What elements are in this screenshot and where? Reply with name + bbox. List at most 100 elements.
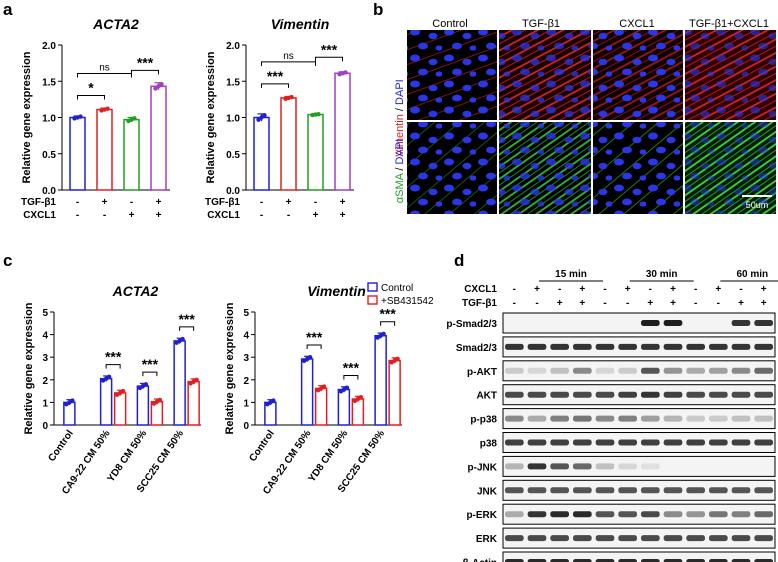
y-tick-label: 4 bbox=[42, 331, 48, 342]
blot-band bbox=[550, 439, 569, 446]
blot-band bbox=[754, 487, 773, 494]
blot-band bbox=[641, 391, 660, 398]
row-sign: - bbox=[260, 210, 263, 221]
blot-band bbox=[573, 487, 592, 494]
y-tick-label: 1.5 bbox=[42, 77, 56, 88]
blot-band bbox=[641, 343, 660, 350]
sig-1-bracket bbox=[105, 364, 121, 369]
blot-band bbox=[505, 391, 524, 398]
row-label-asma-dapi: αSMA / DAPI bbox=[394, 139, 406, 203]
y-tick-label: 1.0 bbox=[42, 114, 56, 125]
x-tick-label: Control bbox=[46, 428, 76, 464]
sig-2-3-bracket bbox=[315, 56, 343, 62]
blot-band bbox=[663, 511, 683, 518]
blot-band bbox=[573, 559, 592, 562]
blot-band bbox=[505, 535, 524, 542]
treatment-sign: + bbox=[579, 284, 585, 295]
bar bbox=[307, 113, 324, 191]
sig-0-1-label: *** bbox=[267, 68, 284, 84]
blot-band bbox=[595, 559, 615, 562]
blot-band bbox=[731, 343, 751, 350]
blot-band bbox=[505, 487, 524, 494]
blot-band bbox=[550, 415, 569, 422]
micrograph-asma-cxcl1 bbox=[593, 122, 683, 214]
chart-title: Vimentin bbox=[271, 16, 330, 32]
blot-band bbox=[731, 320, 751, 326]
blot-band bbox=[595, 439, 615, 446]
data-point bbox=[343, 70, 348, 75]
blot-band bbox=[663, 535, 683, 542]
time-label: 30 min bbox=[646, 269, 678, 280]
micrograph-asma-tgf-b1-cxcl1: 50um bbox=[685, 122, 776, 214]
bar bbox=[374, 334, 387, 426]
sig-2-3-bracket bbox=[131, 69, 159, 75]
blot-band bbox=[595, 367, 615, 374]
y-axis-label: Relative gene expression bbox=[23, 302, 35, 434]
row-sign: + bbox=[102, 197, 108, 208]
blot-band bbox=[709, 559, 728, 562]
blot-band bbox=[550, 511, 569, 518]
blot-label: p-AKT bbox=[467, 367, 497, 378]
sig-2-bracket bbox=[142, 371, 158, 377]
legend-label-sb431542: +SB431542 bbox=[381, 296, 434, 307]
blot-band bbox=[641, 535, 660, 542]
blot-band bbox=[686, 535, 705, 542]
blot-band bbox=[573, 343, 592, 350]
data-point bbox=[132, 116, 137, 121]
sig-2-3-label: *** bbox=[137, 54, 154, 70]
sig-0-2-bracket bbox=[77, 73, 132, 78]
treatment-sign: - bbox=[649, 284, 652, 295]
treatment-sign: - bbox=[694, 298, 697, 309]
blot-box bbox=[502, 336, 776, 358]
row-sign: + bbox=[286, 197, 292, 208]
blot-band bbox=[595, 535, 615, 542]
data-point bbox=[307, 355, 313, 360]
treatment-sign: - bbox=[535, 298, 538, 309]
chart-acta2-a: ACTA2 Relative gene expression 0.0 0.5 1.0 1.… bbox=[21, 16, 170, 221]
chart-title: ACTA2 bbox=[92, 16, 139, 32]
blot-box bbox=[502, 360, 776, 382]
treatment-sign: + bbox=[625, 284, 631, 295]
blot-box bbox=[502, 384, 776, 406]
blot-band bbox=[595, 463, 615, 470]
blot-band bbox=[641, 511, 660, 518]
micrograph-vimentin-tgf-b1 bbox=[499, 30, 591, 120]
row-sign: + bbox=[129, 210, 135, 221]
row-sign: - bbox=[130, 197, 133, 208]
blot-band bbox=[663, 487, 683, 494]
blot-band bbox=[618, 463, 637, 470]
blot-box bbox=[502, 527, 776, 549]
y-tick-label: 2 bbox=[42, 376, 48, 387]
blot-band bbox=[641, 439, 660, 446]
chart-title: Vimentin bbox=[307, 283, 366, 299]
blot-band bbox=[505, 343, 524, 350]
blot-band bbox=[709, 511, 728, 518]
data-point bbox=[105, 106, 110, 111]
bar bbox=[351, 398, 365, 426]
blot-label: p-Smad2/3 bbox=[446, 319, 497, 330]
blot-band bbox=[550, 391, 569, 398]
y-tick-label: 0 bbox=[42, 421, 48, 432]
blot-box bbox=[502, 551, 776, 562]
micrograph-vimentin-tgf-b1-cxcl1 bbox=[685, 30, 776, 120]
sig-1-label: *** bbox=[306, 329, 323, 345]
blot-band bbox=[573, 511, 592, 518]
treatment-label: CXCL1 bbox=[464, 284, 497, 295]
blot-band bbox=[527, 367, 547, 374]
blot-label: p38 bbox=[480, 439, 498, 450]
y-tick-label: 1.0 bbox=[226, 114, 240, 125]
blot-band bbox=[641, 559, 660, 562]
blot-band bbox=[663, 391, 683, 398]
blot-band bbox=[550, 487, 569, 494]
y-tick-label: 2 bbox=[243, 376, 249, 387]
blot-band bbox=[686, 559, 705, 562]
blot-band bbox=[731, 487, 751, 494]
blot-band bbox=[527, 559, 547, 562]
blot-band bbox=[618, 535, 637, 542]
legend: Control +SB431542 bbox=[367, 282, 434, 307]
blot-band bbox=[754, 343, 773, 350]
bar bbox=[69, 116, 86, 191]
sig-2-label: *** bbox=[343, 360, 360, 376]
blot-band bbox=[550, 367, 569, 374]
